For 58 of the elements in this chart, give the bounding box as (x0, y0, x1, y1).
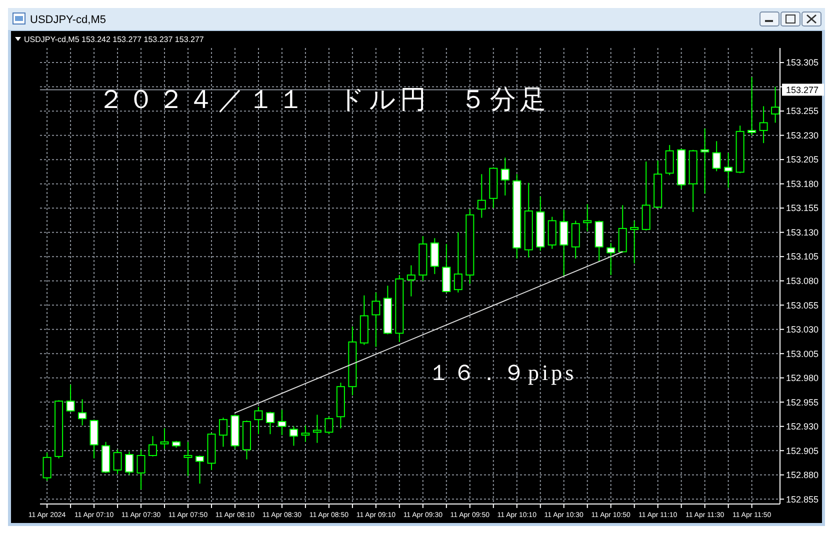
y-tick-label: 152.955 (786, 397, 819, 408)
candlestick (266, 411, 274, 435)
ref-line-label: 153.277 (786, 84, 819, 95)
annotation: １６．９pips (428, 360, 577, 385)
candlestick (712, 140, 721, 172)
candlestick (78, 398, 87, 426)
candlestick (184, 441, 192, 476)
chart-subtitle: USDJPY-cd,M5 153.242 153.277 153.237 153.277 (24, 35, 204, 44)
candlestick (160, 428, 169, 450)
y-tick-label: 153.055 (786, 300, 819, 310)
candlestick (700, 128, 710, 194)
candlestick (195, 454, 204, 484)
y-tick-label: 153.305 (786, 58, 819, 68)
candlestick (218, 417, 228, 448)
candlestick (500, 157, 510, 196)
y-tick-label: 153.030 (786, 324, 819, 335)
y-tick-label: 153.255 (786, 106, 819, 116)
chart-title: USDJPY-cd,M5 (30, 14, 106, 26)
candlestick (759, 106, 768, 144)
y-tick-label: 153.155 (786, 203, 819, 214)
candlestick (560, 210, 568, 276)
candlestick (454, 232, 462, 293)
candlestick (477, 174, 486, 218)
candlestick (372, 292, 380, 348)
y-tick-label: 153.205 (786, 154, 819, 165)
y-tick-label: 153.005 (786, 348, 819, 359)
candlestick (606, 242, 616, 276)
annotation: ２０２４／１１ ドル円 ５分足 (98, 85, 550, 114)
candlestick (113, 449, 122, 474)
candlestick (42, 452, 52, 482)
candlestick (665, 144, 674, 176)
candlestick (289, 426, 298, 446)
y-tick-label: 153.230 (786, 130, 819, 140)
candlestick (278, 409, 286, 436)
candlestick (724, 152, 733, 188)
candlestick (748, 76, 756, 136)
y-tick-label: 152.880 (786, 470, 819, 480)
candlestick (254, 406, 263, 435)
y-tick-label: 153.130 (786, 227, 819, 238)
y-tick-label: 152.905 (786, 446, 819, 456)
candlestick (66, 384, 75, 412)
y-tick-label: 152.980 (786, 373, 819, 384)
candlestick (148, 436, 158, 457)
candlestick (136, 449, 146, 490)
candlestick (583, 204, 592, 232)
y-tick-label: 153.180 (786, 178, 819, 189)
candlestick (125, 451, 134, 476)
candlestick (406, 264, 416, 297)
candlestick (324, 416, 334, 435)
candlestick (571, 220, 580, 260)
y-tick-label: 153.105 (786, 252, 819, 262)
candlestick (630, 220, 639, 264)
y-tick-label: 153.080 (786, 276, 819, 286)
y-tick-label: 152.855 (786, 494, 819, 504)
candlestick (301, 424, 310, 442)
y-tick-label: 152.930 (786, 422, 819, 432)
candlestick (618, 204, 627, 254)
candlestick (430, 238, 439, 275)
